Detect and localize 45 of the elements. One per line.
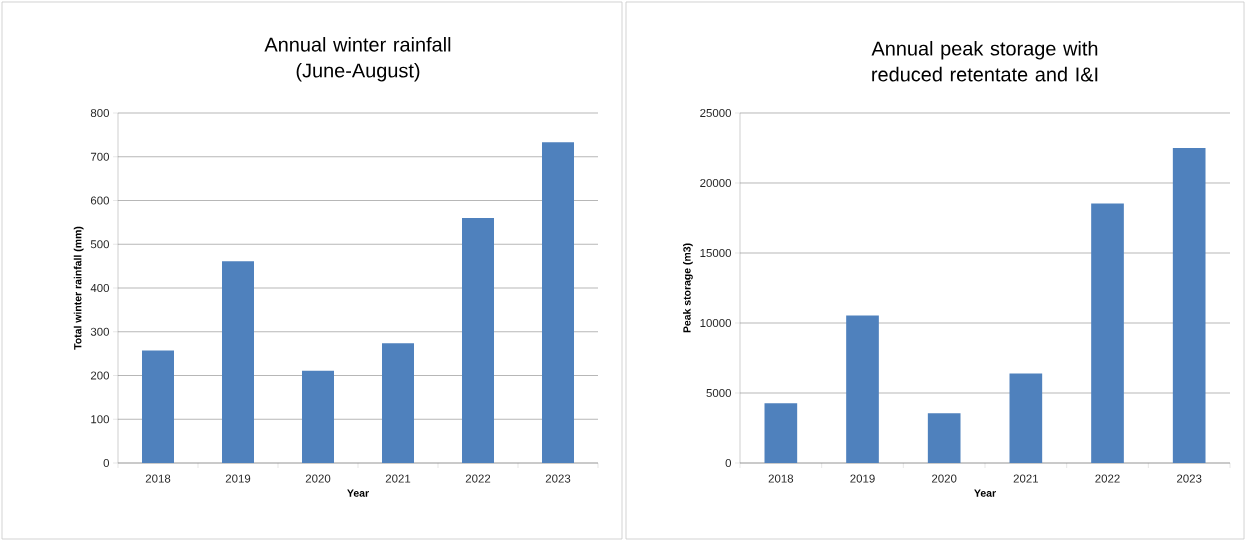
y-axis-title: Total winter rainfall (mm) (73, 226, 84, 350)
x-tick-label: 2019 (850, 474, 875, 483)
x-tick-label: 2018 (768, 474, 794, 483)
x-tick-label: 2021 (385, 474, 411, 483)
bar (462, 218, 494, 463)
bar (1009, 373, 1043, 463)
bar (1091, 203, 1124, 463)
y-axis-title: Peak storage (m3) (682, 243, 693, 333)
y-tick-label: 800 (90, 108, 110, 118)
y-tick-label: 700 (90, 152, 110, 161)
x-tick-label: 2022 (1095, 474, 1120, 483)
y-tick-label: 300 (90, 327, 110, 336)
y-tick-label: 0 (725, 458, 732, 468)
x-tick-label: 2022 (465, 474, 491, 483)
y-tick-label: 5000 (706, 388, 732, 398)
chart-title: Annual peak storage with reduced retentate and I&I (871, 40, 1098, 82)
bar (927, 413, 961, 463)
x-tick-label: 2023 (1177, 474, 1202, 483)
y-tick-label: 600 (90, 196, 110, 205)
bar (846, 315, 879, 463)
x-axis-title: Year (347, 489, 369, 497)
y-tick-label: 25000 (700, 108, 732, 118)
x-tick-label: 2021 (1013, 474, 1039, 483)
x-tick-label: 2020 (932, 474, 957, 483)
x-tick-label: 2023 (545, 474, 571, 483)
y-tick-label: 20000 (700, 178, 732, 188)
bar (222, 261, 254, 463)
x-axis-title: Year (974, 489, 996, 497)
bar (302, 370, 334, 463)
y-tick-label: 200 (90, 371, 110, 380)
x-tick-label: 2020 (305, 474, 331, 483)
y-tick-label: 15000 (700, 248, 732, 258)
x-tick-label: 2019 (225, 474, 251, 483)
y-tick-label: 100 (91, 415, 110, 424)
y-tick-label: 0 (103, 458, 110, 468)
bar (142, 350, 174, 463)
bar (542, 142, 574, 463)
bar (1172, 148, 1206, 463)
x-tick-label: 2018 (145, 474, 171, 483)
bar (764, 403, 798, 463)
chart-title: Annual winter rainfall (June-August) (264, 37, 451, 82)
y-tick-label: 500 (90, 240, 110, 249)
bar (382, 343, 414, 463)
y-tick-label: 10000 (700, 318, 732, 328)
y-tick-label: 400 (90, 283, 110, 293)
